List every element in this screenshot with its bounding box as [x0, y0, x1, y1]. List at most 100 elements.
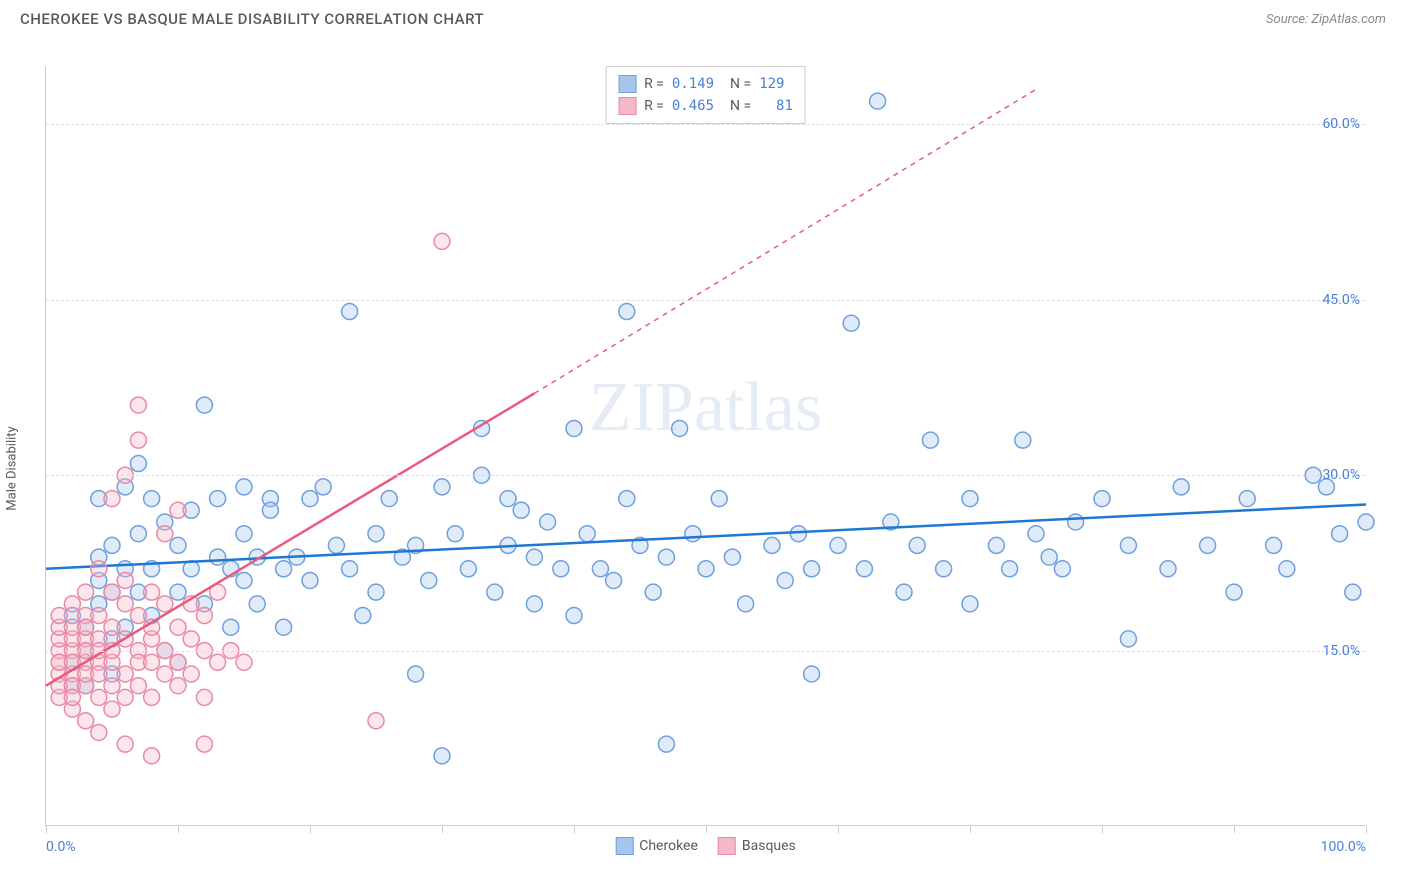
legend-series-label: Basques: [742, 838, 796, 854]
legend-series: Cherokee Basques: [615, 837, 796, 855]
data-point: [144, 689, 160, 705]
data-point: [210, 654, 226, 670]
data-point: [104, 678, 120, 694]
chart-header: CHEROKEE VS BASQUE MALE DISABILITY CORRE…: [0, 0, 1406, 36]
y-tick-label: 30.0%: [1322, 467, 1360, 483]
data-point: [157, 526, 173, 542]
data-point: [540, 514, 556, 530]
data-point: [685, 526, 701, 542]
data-point: [276, 619, 292, 635]
data-point: [368, 526, 384, 542]
data-point: [698, 561, 714, 577]
r-value: 0.149: [672, 76, 714, 92]
data-point: [117, 666, 133, 682]
data-point: [117, 596, 133, 612]
data-point: [91, 561, 107, 577]
data-point: [249, 596, 265, 612]
data-point: [790, 526, 806, 542]
data-point: [117, 572, 133, 588]
chart-title: CHEROKEE VS BASQUE MALE DISABILITY CORRE…: [20, 10, 484, 28]
data-point: [236, 479, 252, 495]
data-point: [104, 584, 120, 600]
data-point: [408, 666, 424, 682]
data-point: [1041, 549, 1057, 565]
data-point: [368, 584, 384, 600]
data-point: [1239, 491, 1255, 507]
data-point: [315, 479, 331, 495]
data-point: [91, 724, 107, 740]
gridline: [46, 651, 1365, 652]
data-point: [78, 619, 94, 635]
data-point: [91, 689, 107, 705]
y-tick-label: 45.0%: [1322, 292, 1360, 308]
data-point: [196, 397, 212, 413]
data-point: [130, 397, 146, 413]
data-point: [553, 561, 569, 577]
data-point: [1266, 537, 1282, 553]
gridline: [46, 300, 1365, 301]
data-point: [223, 619, 239, 635]
data-point: [724, 549, 740, 565]
y-axis-label: Male Disability: [5, 426, 20, 510]
data-point: [421, 572, 437, 588]
legend-correlation-row: R =0.149N =129: [618, 73, 793, 95]
data-point: [170, 678, 186, 694]
data-point: [144, 491, 160, 507]
data-point: [117, 689, 133, 705]
x-tick: [706, 825, 707, 833]
n-label: N =: [730, 76, 751, 92]
x-tick: [178, 825, 179, 833]
data-point: [566, 608, 582, 624]
data-point: [51, 608, 67, 624]
data-point: [1226, 584, 1242, 600]
data-point: [856, 561, 872, 577]
data-point: [170, 619, 186, 635]
x-tick-label: 100.0%: [1321, 839, 1366, 855]
data-point: [236, 572, 252, 588]
data-point: [302, 491, 318, 507]
data-point: [1173, 479, 1189, 495]
data-point: [183, 666, 199, 682]
data-point: [104, 619, 120, 635]
data-point: [236, 654, 252, 670]
data-point: [1094, 491, 1110, 507]
data-point: [619, 491, 635, 507]
data-point: [78, 584, 94, 600]
r-value: 0.465: [672, 98, 714, 114]
x-tick: [442, 825, 443, 833]
data-point: [579, 526, 595, 542]
data-point: [342, 561, 358, 577]
data-point: [447, 526, 463, 542]
data-point: [962, 491, 978, 507]
data-point: [381, 491, 397, 507]
data-point: [355, 608, 371, 624]
data-point: [566, 420, 582, 436]
data-point: [104, 701, 120, 717]
data-point: [91, 608, 107, 624]
data-point: [210, 491, 226, 507]
data-point: [606, 572, 622, 588]
data-point: [117, 736, 133, 752]
legend-series-item: Cherokee: [615, 837, 698, 855]
data-point: [302, 572, 318, 588]
r-label: R =: [644, 98, 664, 114]
data-point: [962, 596, 978, 612]
n-label: N =: [730, 98, 751, 114]
data-point: [936, 561, 952, 577]
data-point: [804, 561, 820, 577]
data-point: [592, 561, 608, 577]
data-point: [170, 584, 186, 600]
legend-swatch: [618, 97, 636, 115]
data-point: [144, 654, 160, 670]
x-tick: [1234, 825, 1235, 833]
data-point: [130, 432, 146, 448]
x-tick: [310, 825, 311, 833]
legend-correlation: R =0.149N =129R =0.465N = 81: [605, 66, 806, 124]
legend-swatch: [718, 837, 736, 855]
r-label: R =: [644, 76, 664, 92]
legend-series-item: Basques: [718, 837, 796, 855]
data-point: [1345, 584, 1361, 600]
data-point: [1068, 514, 1084, 530]
source-label: Source: ZipAtlas.com: [1266, 12, 1386, 27]
data-point: [764, 537, 780, 553]
